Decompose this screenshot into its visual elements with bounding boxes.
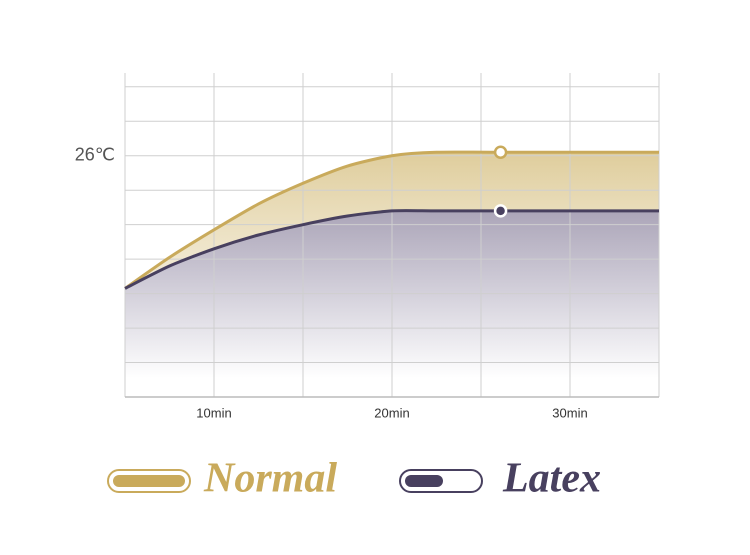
legend-swatch bbox=[113, 475, 185, 487]
legend-label: Latex bbox=[502, 456, 601, 502]
legend-item: Normal bbox=[107, 456, 337, 502]
legend-label: Normal bbox=[203, 456, 337, 502]
x-tick-label: 10min bbox=[196, 405, 231, 420]
x-tick-label: 20min bbox=[374, 405, 409, 420]
point-marker bbox=[493, 204, 508, 218]
point-marker bbox=[493, 145, 508, 160]
x-tick-label: 30min bbox=[552, 405, 587, 420]
legend-swatch bbox=[405, 475, 443, 487]
legend-item: Latex bbox=[399, 456, 601, 502]
y-tick-label: 26℃ bbox=[75, 144, 115, 164]
